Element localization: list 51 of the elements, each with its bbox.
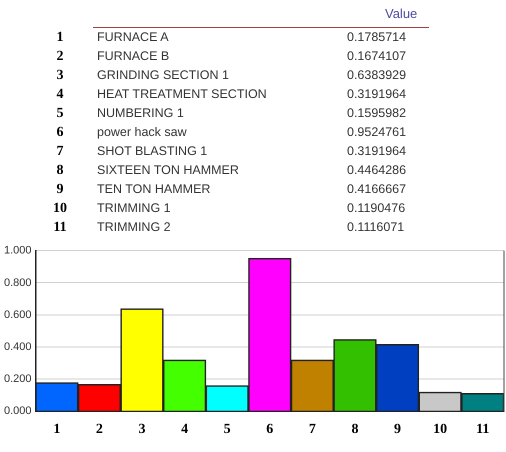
category-label: 3 <box>56 68 64 83</box>
text: 0.4464286 <box>347 162 406 179</box>
text: 0.6383929 <box>347 67 406 84</box>
text: 0.1674107 <box>347 48 406 65</box>
category-label: 9 <box>56 182 64 197</box>
text: SIXTEEN TON HAMMER <box>97 162 239 179</box>
category-label: 7 <box>56 144 64 159</box>
category-label: 10 <box>53 201 67 216</box>
text: power hack saw <box>97 124 187 141</box>
x-tick-label: 10 <box>433 422 448 438</box>
x-tick-label: 5 <box>224 422 231 438</box>
text: 0.9524761 <box>347 124 406 141</box>
text: HEAT TREATMENT SECTION <box>97 86 267 103</box>
category-label: 8 <box>56 163 64 178</box>
y-tick-label: 0.200 <box>4 373 32 386</box>
y-tick-label: 0.600 <box>4 308 32 321</box>
text: 0.4166667 <box>347 181 406 198</box>
category-label: 1 <box>56 30 64 45</box>
y-tick-label: 0.000 <box>4 405 32 418</box>
text: 0.1116071 <box>347 219 404 236</box>
category-label: 5 <box>56 106 64 121</box>
y-tick-label: 0.400 <box>4 340 32 353</box>
text: FURNACE A <box>97 29 169 46</box>
text: TEN TON HAMMER <box>97 181 210 198</box>
x-tick-label: 8 <box>351 422 358 438</box>
text: 0.3191964 <box>347 86 406 103</box>
x-tick-label: 7 <box>308 422 316 438</box>
x-tick-label: 11 <box>476 422 490 438</box>
text: 0.1190476 <box>347 200 406 217</box>
x-tick-label: 6 <box>266 422 274 438</box>
text: 0.3191964 <box>347 143 406 160</box>
text: Value <box>385 6 418 21</box>
text: NUMBERING 1 <box>97 105 184 122</box>
text: TRIMMING 2 <box>97 219 171 236</box>
text: TRIMMING 1 <box>97 200 171 217</box>
text: FURNACE B <box>97 48 170 65</box>
x-tick-label: 3 <box>138 422 146 438</box>
text: GRINDING SECTION 1 <box>97 67 229 84</box>
x-tick-label: 4 <box>181 422 188 438</box>
x-tick-label: 1 <box>53 422 60 438</box>
category-label: 6 <box>56 125 64 140</box>
text: 0.1595982 <box>347 105 406 122</box>
y-tick-label: 1.000 <box>4 244 32 257</box>
text: 0.1785714 <box>347 29 406 46</box>
x-tick-label: 9 <box>394 422 402 438</box>
x-tick-label: 2 <box>96 422 103 438</box>
category-label: 4 <box>56 87 64 102</box>
text: SHOT BLASTING 1 <box>97 143 208 160</box>
category-label: 2 <box>56 49 64 64</box>
y-tick-label: 0.800 <box>4 276 32 289</box>
category-label: 11 <box>53 220 67 235</box>
